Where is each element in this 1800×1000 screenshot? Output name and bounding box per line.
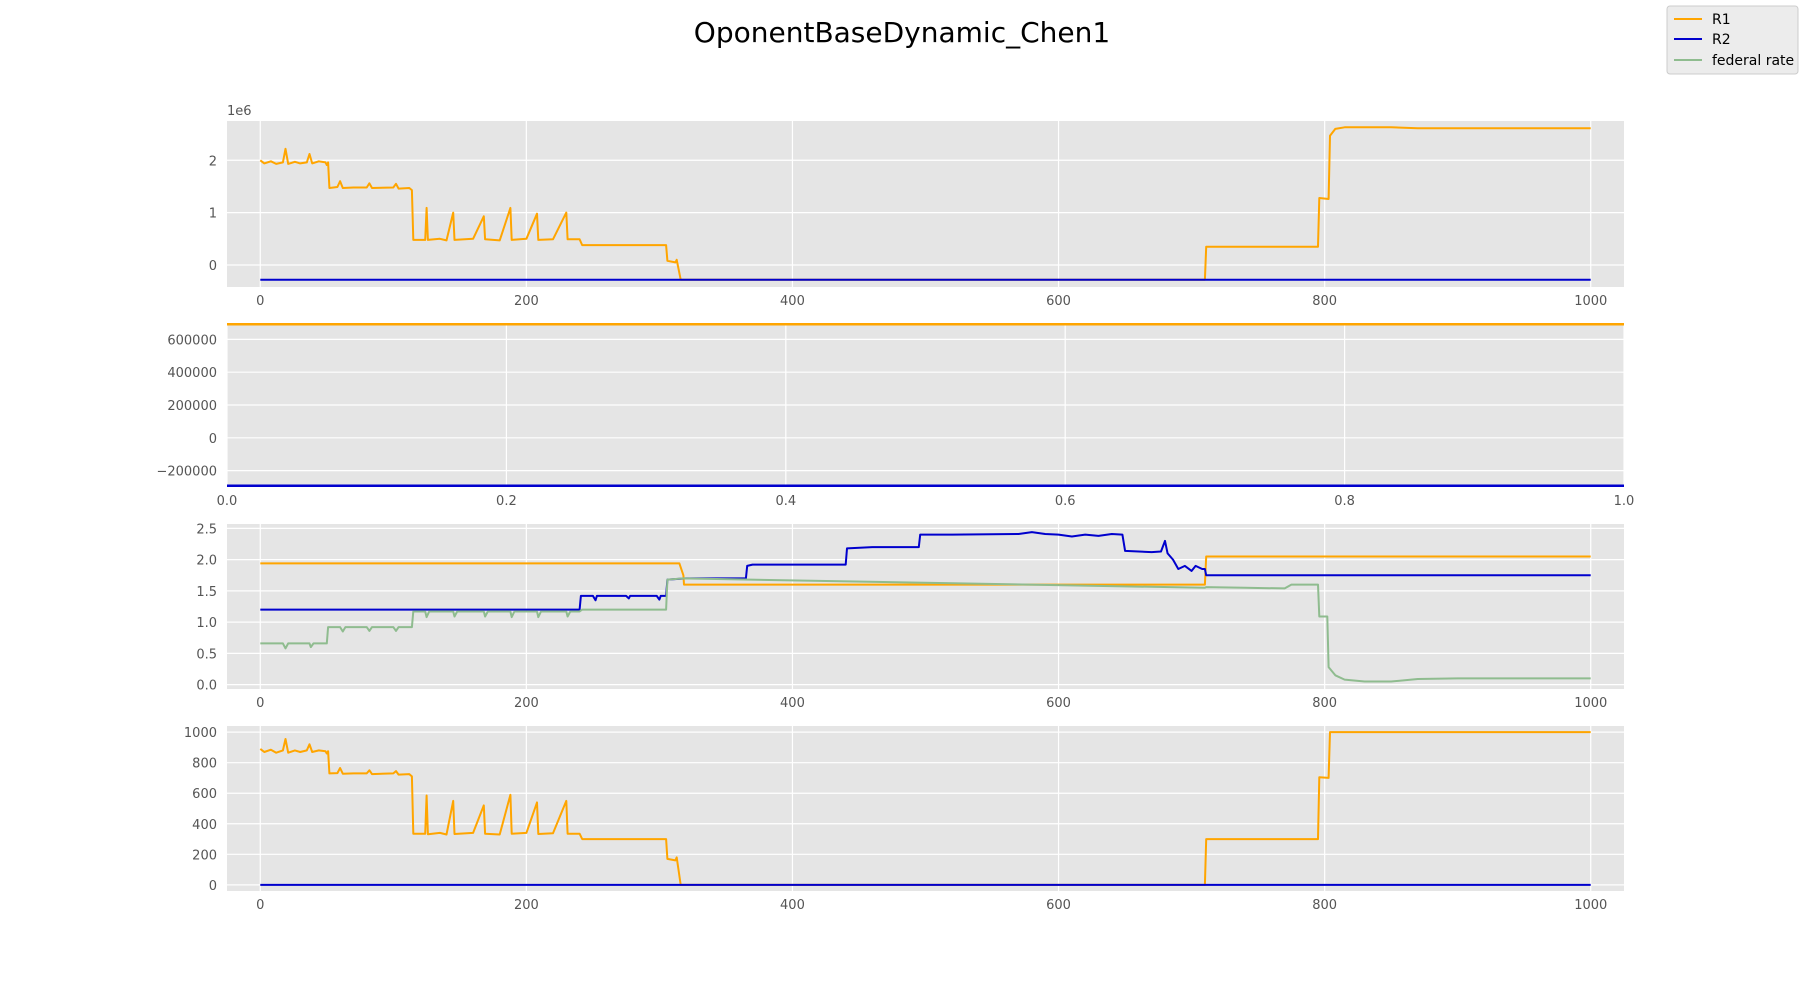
legend-label-r2: R2 <box>1712 32 1731 48</box>
y-tick-label: 0 <box>209 432 217 447</box>
y-tick-label: 0 <box>209 259 217 274</box>
gridlines-3 <box>227 524 1624 689</box>
subplot-2: 0.0 0.2 0.4 0.6 0.8 1.0 −200000 0 200000 400000 60… <box>156 323 1634 509</box>
x-tick-label: 600 <box>1046 898 1071 913</box>
series-group-4 <box>259 731 1591 886</box>
x-tick-label: 1.0 <box>1614 494 1635 509</box>
y-tick-label: 2.0 <box>196 554 217 569</box>
x-tick-label: 0 <box>256 294 264 309</box>
gridlines-2 <box>226 323 1625 487</box>
x-tick-label: 400 <box>780 696 805 711</box>
x-tick-label: 0.0 <box>217 494 238 509</box>
subplot-3: 0 200 400 600 800 1000 0.0 0.5 1.0 1.5 2.0 2.5 <box>196 522 1624 711</box>
subplots: 0 200 400 600 800 1000 0 1 2 1e6 0.0 0.2 0.4 0.6 0.8 1.… <box>156 104 1634 913</box>
x-tick-label: 400 <box>780 898 805 913</box>
y-tick-label: 600000 <box>167 333 217 348</box>
plot-area-4 <box>227 726 1624 891</box>
y-tick-label: 1.5 <box>196 585 217 600</box>
x-tick-label: 1000 <box>1574 294 1607 309</box>
y-tick-label: 200 <box>192 848 217 863</box>
y-tick-label: −200000 <box>156 465 217 480</box>
x-tick-label: 1000 <box>1574 696 1607 711</box>
x-tick-label: 0 <box>256 898 264 913</box>
x-tick-label: 200 <box>514 294 539 309</box>
legend-box <box>1666 5 1799 75</box>
x-tick-label: 400 <box>780 294 805 309</box>
x-tick-label: 0.6 <box>1055 494 1076 509</box>
gridlines-1 <box>227 121 1624 287</box>
y-tick-label: 400 <box>192 818 217 833</box>
subplot-1: 0 200 400 600 800 1000 0 1 2 1e6 <box>209 104 1624 309</box>
plot-area-1 <box>227 121 1624 287</box>
subplot-4: 0 200 400 600 800 1000 0 200 400 600 800 1000 <box>184 726 1624 913</box>
x-tick-label: 600 <box>1046 294 1071 309</box>
legend-label-r1: R1 <box>1712 12 1731 28</box>
y-tick-label: 0.0 <box>196 679 217 694</box>
series-group-3 <box>260 531 1591 683</box>
x-tick-label: 200 <box>514 696 539 711</box>
y-tick-label: 0 <box>209 879 217 894</box>
legend-label-federal-rate: federal rate <box>1712 53 1794 69</box>
x-tick-label: 800 <box>1312 696 1337 711</box>
x-tick-label: 800 <box>1312 898 1337 913</box>
y-tick-label: 2.5 <box>196 522 217 537</box>
x-tick-label: 200 <box>514 898 539 913</box>
y-tick-label: 400000 <box>167 366 217 381</box>
x-tick-label: 0 <box>256 696 264 711</box>
y-tick-label: 800 <box>192 757 217 772</box>
legend: R1 R2 federal rate <box>1666 5 1799 75</box>
series-line-federal-rate <box>260 577 1591 683</box>
y-tick-label: 200000 <box>167 399 217 414</box>
axis-offset-label: 1e6 <box>227 104 252 119</box>
y-tick-label: 600 <box>192 787 217 802</box>
y-tick-label: 0.5 <box>196 647 217 662</box>
x-tick-label: 0.4 <box>775 494 796 509</box>
y-tick-label: 1.0 <box>196 616 217 631</box>
plot-area-3 <box>227 524 1624 689</box>
y-tick-label: 2 <box>209 154 217 169</box>
y-tick-label: 1 <box>209 207 217 222</box>
series-line-r1 <box>259 731 1591 886</box>
series-line-r2 <box>260 531 1591 611</box>
series-line-r1 <box>260 555 1591 586</box>
x-tick-label: 0.8 <box>1334 494 1355 509</box>
x-tick-label: 800 <box>1312 294 1337 309</box>
series-group-1 <box>259 126 1591 281</box>
x-tick-label: 600 <box>1046 696 1071 711</box>
y-tick-label: 1000 <box>184 726 217 741</box>
x-tick-label: 1000 <box>1574 898 1607 913</box>
x-tick-label: 0.2 <box>496 494 517 509</box>
figure-title: OponentBaseDynamic_Chen1 <box>694 16 1110 49</box>
